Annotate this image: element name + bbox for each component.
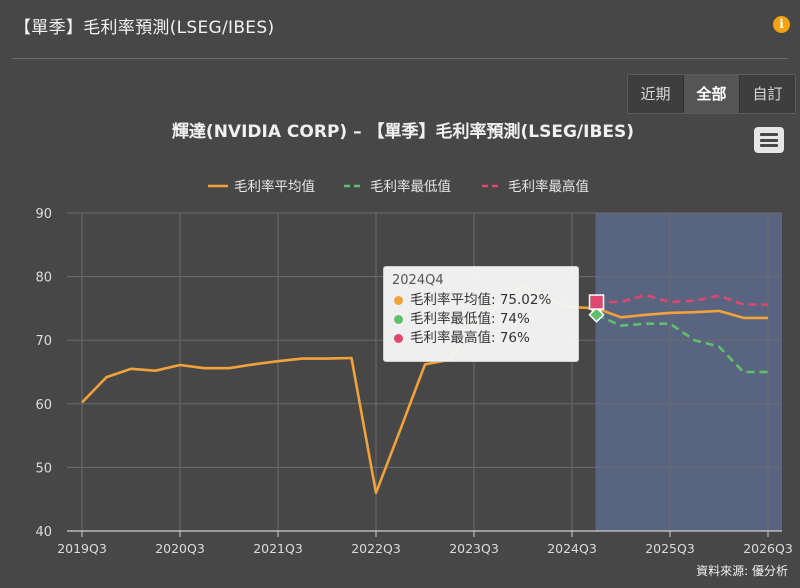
tooltip-period: 2024Q4 bbox=[392, 273, 444, 288]
y-tick-label: 70 bbox=[35, 334, 52, 349]
x-tick-label: 2025Q3 bbox=[645, 541, 695, 556]
y-tick-label: 90 bbox=[35, 207, 52, 222]
tooltip-dot-min bbox=[394, 315, 403, 324]
info-icon[interactable]: i bbox=[773, 16, 790, 33]
x-tick-label: 2024Q3 bbox=[547, 541, 597, 556]
x-tick-label: 2023Q3 bbox=[449, 541, 499, 556]
range-button-recent[interactable]: 近期 bbox=[628, 75, 684, 113]
tooltip-dot-average bbox=[394, 296, 403, 305]
tooltip-dot-max bbox=[394, 334, 403, 343]
tooltip-row-max: 毛利率最高值: 76% bbox=[392, 329, 570, 348]
marker-min bbox=[588, 306, 605, 323]
y-tick-label: 80 bbox=[35, 271, 52, 286]
tooltip-row-min: 毛利率最低值: 74% bbox=[392, 310, 570, 329]
x-tick-label: 2022Q3 bbox=[351, 541, 401, 556]
tooltip-label-max: 毛利率最高值: 76% bbox=[410, 330, 530, 346]
series-line-1 bbox=[595, 313, 768, 374]
y-tick-label: 40 bbox=[35, 525, 52, 540]
legend: 毛利率平均值 毛利率最低值 毛利率最高值 bbox=[208, 178, 589, 195]
tooltip-label-min: 毛利率最低值: 74% bbox=[410, 311, 530, 327]
legend-label-2: 毛利率最高值 bbox=[508, 178, 589, 195]
x-tick-label: 2019Q3 bbox=[57, 541, 107, 556]
panel-title: 【單季】毛利率預測(LSEG/IBES) bbox=[14, 18, 275, 38]
legend-label-0: 毛利率平均值 bbox=[234, 178, 315, 195]
x-tick-label: 2021Q3 bbox=[253, 541, 303, 556]
range-button-custom[interactable]: 自訂 bbox=[740, 75, 795, 113]
x-tick-label: 2020Q3 bbox=[155, 541, 205, 556]
y-tick-label: 60 bbox=[35, 398, 52, 413]
marker-max bbox=[588, 294, 605, 310]
legend-label-1: 毛利率最低值 bbox=[370, 178, 451, 195]
tooltip-row-average: 毛利率平均值: 75.02% bbox=[392, 291, 570, 310]
tooltip: 2024Q4 毛利率平均值: 75.02% 毛利率最低值: 74% 毛利率最高值… bbox=[383, 266, 579, 362]
y-tick-label: 50 bbox=[35, 461, 52, 476]
series-line-2 bbox=[596, 293, 768, 306]
hamburger-menu-icon[interactable] bbox=[754, 127, 784, 153]
x-tick-label: 2026Q3 bbox=[743, 541, 793, 556]
source-note: 資料來源: 優分析 bbox=[696, 564, 788, 578]
tooltip-label-average: 毛利率平均值: 75.02% bbox=[410, 292, 552, 308]
series-line-0 bbox=[81, 282, 768, 495]
range-button-all[interactable]: 全部 bbox=[684, 75, 740, 113]
chart-title: 輝達(NVIDIA CORP) – 【單季】毛利率預測(LSEG/IBES) bbox=[172, 121, 634, 142]
title-divider bbox=[12, 58, 788, 59]
range-selector: 近期 全部 自訂 bbox=[627, 74, 796, 114]
